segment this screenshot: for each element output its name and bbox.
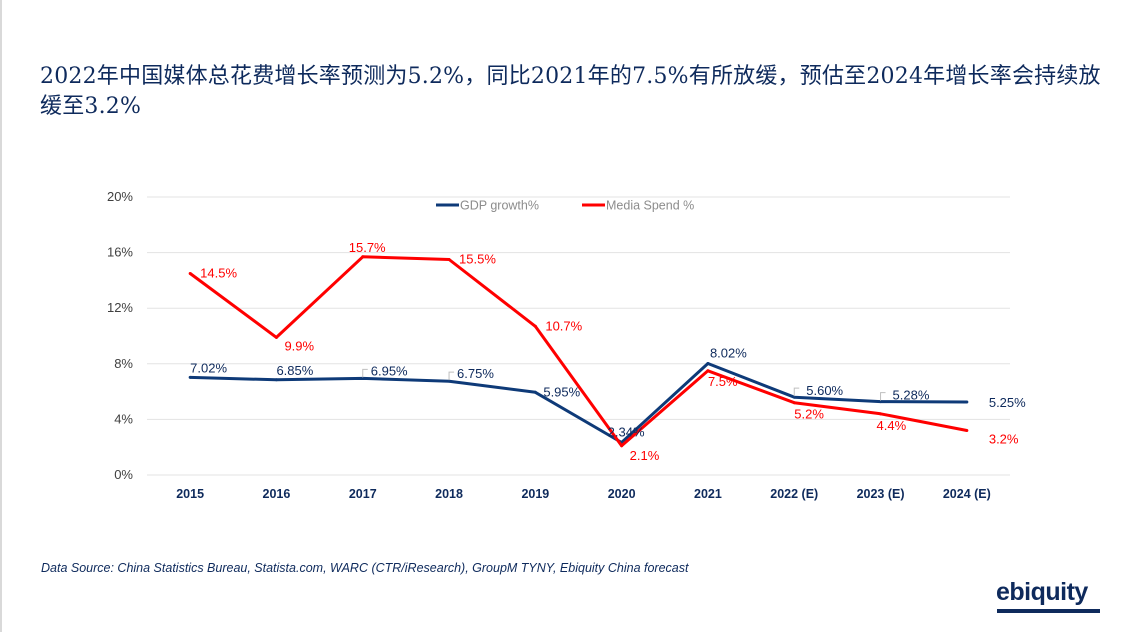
slide-title: 2022年中国媒体总花费增长率预测为5.2%，同比2021年的7.5%有所放缓，… (40, 64, 1101, 119)
label-leader-line (880, 392, 886, 401)
y-tick-label: 20% (107, 189, 133, 204)
x-tick-label: 2016 (263, 487, 291, 501)
gdp-point (274, 378, 278, 382)
media-data-label: 15.5% (459, 252, 496, 267)
media-point (533, 324, 537, 328)
media-data-label: 3.2% (989, 432, 1019, 447)
media-data-label: 4.4% (877, 418, 907, 433)
x-tick-label: 2024 (E) (943, 487, 991, 501)
label-leader-line (793, 387, 800, 397)
gdp-data-label: 5.95% (543, 384, 580, 399)
gdp-point (879, 400, 883, 404)
media-point (792, 401, 796, 405)
y-tick-label: 4% (114, 411, 133, 426)
x-tick-label: 2023 (E) (857, 487, 905, 501)
media-point (274, 335, 278, 339)
media-data-label: 9.9% (284, 338, 314, 353)
media-data-label: 15.7% (349, 240, 386, 255)
media-data-label: 10.7% (545, 318, 582, 333)
media-point (965, 429, 969, 433)
x-tick-label: 2021 (694, 487, 722, 501)
y-tick-label: 12% (107, 300, 133, 315)
x-tick-label: 2020 (608, 487, 636, 501)
gdp-data-label: 8.02% (710, 346, 747, 361)
data-source-note: Data Source: China Statistics Bureau, St… (41, 561, 689, 575)
media-spend-line (189, 255, 968, 448)
media-point (447, 258, 451, 262)
gdp-point (965, 400, 969, 404)
gdp-point (706, 362, 710, 366)
media-point (188, 271, 192, 275)
gdp-point (361, 376, 365, 380)
y-tick-label: 8% (114, 356, 133, 371)
label-leader-line (448, 371, 455, 381)
gdp-data-label: 6.75% (457, 366, 494, 381)
x-tick-label: 2015 (176, 487, 204, 501)
gdp-growth-line (190, 362, 967, 444)
media-point (620, 444, 624, 448)
label-leader-line (362, 368, 368, 378)
gdp-point (792, 395, 796, 399)
gdp-data-label: 6.85% (276, 363, 313, 378)
y-tick-label: 0% (114, 467, 133, 482)
media-data-label: 5.2% (794, 407, 824, 422)
x-tick-label: 2018 (435, 487, 463, 501)
x-tick-label: 2017 (349, 487, 377, 501)
gdp-data-label: 5.25% (989, 395, 1026, 410)
gdp-point (533, 390, 537, 394)
y-tick-label: 16% (107, 245, 133, 260)
gdp-data-label: 7.02% (190, 360, 227, 375)
x-tick-label: 2022 (E) (770, 487, 818, 501)
media-data-label: 14.5% (200, 265, 237, 280)
media-data-label: 2.1% (630, 448, 660, 463)
legend-label: Media Spend % (606, 199, 694, 213)
gdp-point (188, 375, 192, 379)
logo-underline (997, 609, 1100, 613)
media-point (706, 369, 710, 373)
media-point (361, 255, 365, 259)
gdp-data-label: 5.60% (806, 383, 843, 398)
media-data-label: 7.5% (708, 374, 738, 389)
gdp-data-label: 2.34% (608, 424, 645, 439)
x-tick-label: 2019 (521, 487, 549, 501)
gdp-data-label: 5.28% (893, 388, 930, 403)
ebiquity-logo: ebiquity (996, 578, 1088, 606)
media-point (879, 412, 883, 416)
gdp-data-label: 6.95% (371, 363, 408, 378)
gdp-point (447, 379, 451, 383)
legend-label: GDP growth% (460, 199, 539, 213)
left-border (0, 0, 2, 632)
